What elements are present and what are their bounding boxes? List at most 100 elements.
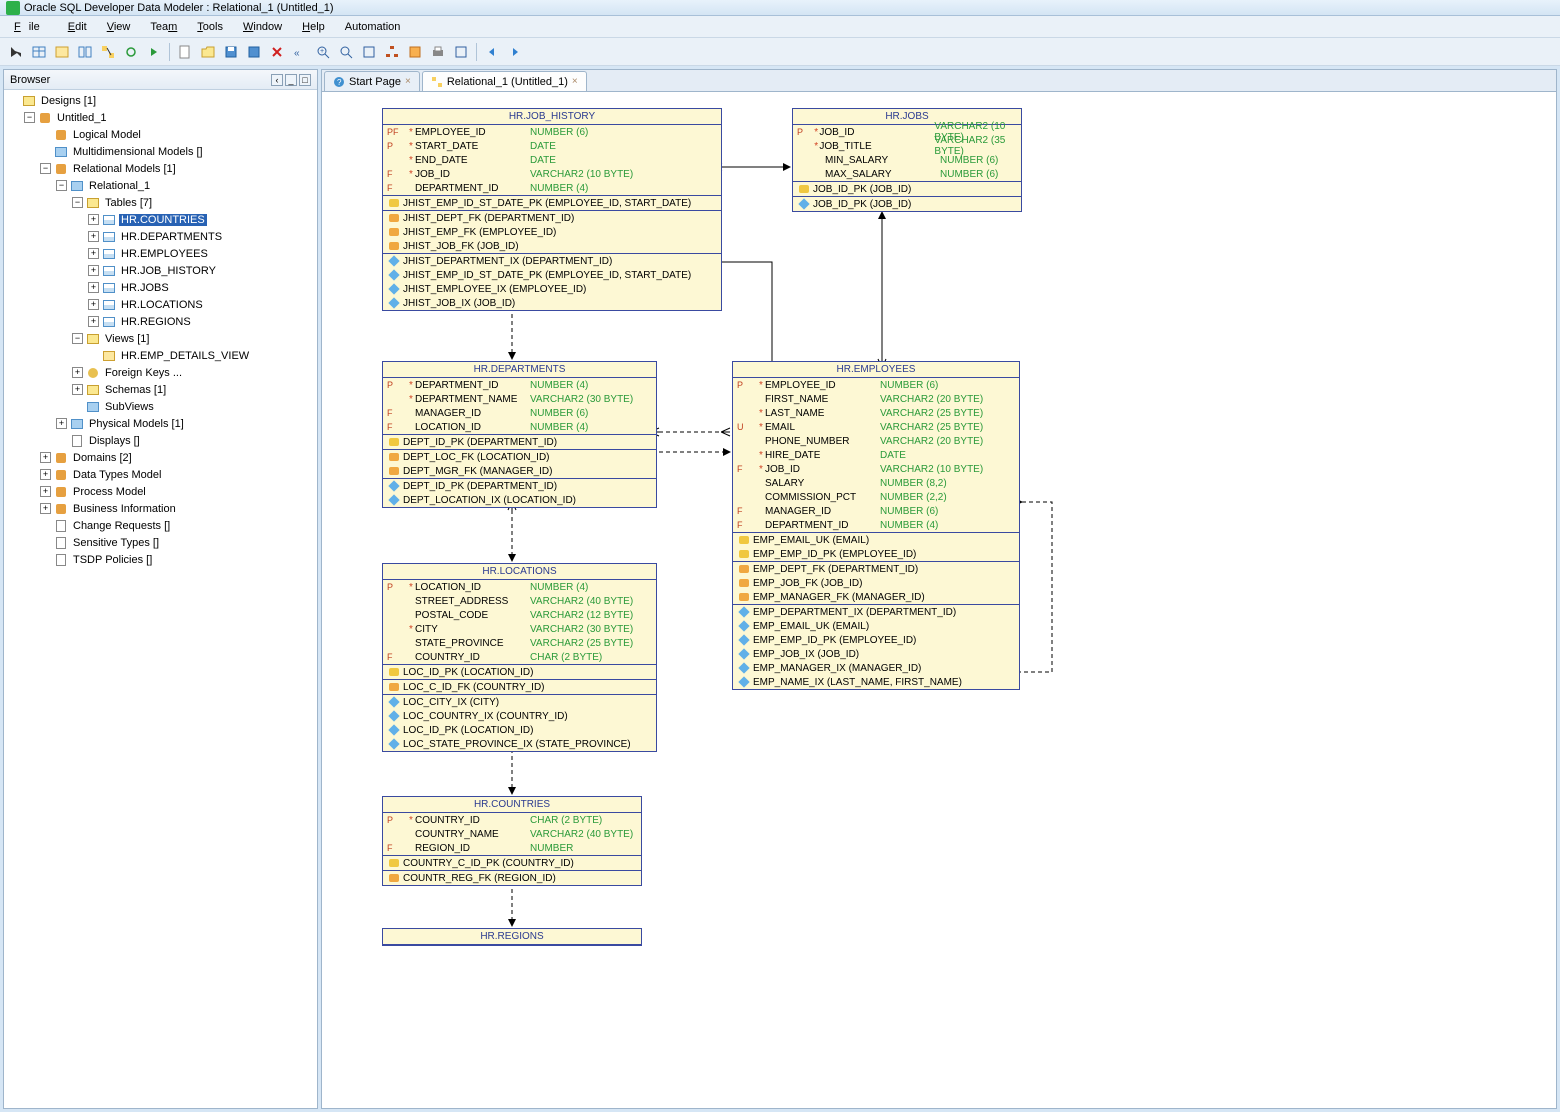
tb-engineer[interactable]	[144, 42, 164, 62]
tb-sync[interactable]	[121, 42, 141, 62]
constraint-row: COUNTR_REG_FK (REGION_ID)	[383, 871, 641, 885]
panel-minimize[interactable]: ‹	[271, 74, 283, 86]
svg-text:+: +	[320, 48, 324, 55]
entity-regions[interactable]: HR.REGIONS	[382, 928, 642, 946]
menu-automation[interactable]: Automation	[337, 19, 409, 35]
tree-tsdp[interactable]: TSDP Policies []	[71, 554, 154, 566]
tree-multidim[interactable]: Multidimensional Models []	[71, 146, 205, 158]
entity-title: HR.JOB_HISTORY	[383, 109, 721, 125]
tree-views[interactable]: Views [1]	[103, 333, 151, 345]
tab-close[interactable]: ×	[405, 76, 411, 87]
constraint-row: EMP_EMP_ID_PK (EMPLOYEE_ID)	[733, 547, 1019, 561]
entity-locations[interactable]: HR.LOCATIONS P* LOCATION_IDNUMBER (4) ST…	[382, 563, 657, 752]
tree-schemas[interactable]: Schemas [1]	[103, 384, 168, 396]
tree-tables[interactable]: Tables [7]	[103, 197, 154, 209]
tree-datatypes[interactable]: Data Types Model	[71, 469, 163, 481]
tree-jobs[interactable]: HR.JOBS	[119, 282, 171, 294]
entity-departments[interactable]: HR.DEPARTMENTS P* DEPARTMENT_IDNUMBER (4…	[382, 361, 657, 508]
tree-change[interactable]: Change Requests []	[71, 520, 172, 532]
entity-countries[interactable]: HR.COUNTRIES P* COUNTRY_IDCHAR (2 BYTE) …	[382, 796, 642, 886]
menu-edit[interactable]: Edit	[60, 19, 95, 35]
column-row: SALARYNUMBER (8,2)	[733, 476, 1019, 490]
constraint-row: LOC_COUNTRY_IX (COUNTRY_ID)	[383, 709, 656, 723]
tab-close[interactable]: ×	[572, 76, 578, 87]
constraint-row: JHIST_EMP_ID_ST_DATE_PK (EMPLOYEE_ID, ST…	[383, 268, 721, 282]
menu-file[interactable]: File	[6, 19, 56, 35]
tb-layout[interactable]	[382, 42, 402, 62]
tb-table[interactable]	[29, 42, 49, 62]
tree-business[interactable]: Business Information	[71, 503, 178, 515]
column-row: F MANAGER_IDNUMBER (6)	[383, 406, 656, 420]
tb-zoomin[interactable]: +	[313, 42, 333, 62]
toolbar: « +	[0, 38, 1560, 66]
tree-countries[interactable]: HR.COUNTRIES	[119, 214, 207, 226]
tb-new[interactable]	[175, 42, 195, 62]
tree-subviews[interactable]: SubViews	[103, 401, 156, 413]
browser-tree[interactable]: Designs [1] −Untitled_1 Logical Model Mu…	[4, 90, 317, 1108]
tree-logical[interactable]: Logical Model	[71, 129, 143, 141]
entity-jobs[interactable]: HR.JOBS P* JOB_IDVARCHAR2 (10 BYTE) * JO…	[792, 108, 1022, 212]
tab-relational[interactable]: Relational_1 (Untitled_1) ×	[422, 71, 587, 91]
constraint-row: JHIST_DEPARTMENT_IX (DEPARTMENT_ID)	[383, 254, 721, 268]
entity-title: HR.REGIONS	[383, 929, 641, 945]
constraint-row: DEPT_LOCATION_IX (LOCATION_ID)	[383, 493, 656, 507]
tb-find[interactable]	[451, 42, 471, 62]
tb-open[interactable]	[198, 42, 218, 62]
tb-zoomall[interactable]: «	[290, 42, 310, 62]
column-row: * HIRE_DATEDATE	[733, 448, 1019, 462]
tree-process[interactable]: Process Model	[71, 486, 148, 498]
tb-view[interactable]	[52, 42, 72, 62]
constraint-row: EMP_NAME_IX (LAST_NAME, FIRST_NAME)	[733, 675, 1019, 689]
tree-regions[interactable]: HR.REGIONS	[119, 316, 193, 328]
constraint-row: LOC_ID_PK (LOCATION_ID)	[383, 723, 656, 737]
panel-minimize2[interactable]: _	[285, 74, 297, 86]
tree-jobhist[interactable]: HR.JOB_HISTORY	[119, 265, 218, 277]
tb-zoomout[interactable]	[336, 42, 356, 62]
tb-fitwin[interactable]	[359, 42, 379, 62]
column-row: MIN_SALARYNUMBER (6)	[793, 153, 1021, 167]
diagram-canvas[interactable]: HR.JOB_HISTORY PF* EMPLOYEE_IDNUMBER (6)…	[322, 92, 1556, 1108]
panel-maximize[interactable]: □	[299, 74, 311, 86]
tree-sensitive[interactable]: Sensitive Types []	[71, 537, 161, 549]
tb-print[interactable]	[428, 42, 448, 62]
tree-departments[interactable]: HR.DEPARTMENTS	[119, 231, 224, 243]
tree-untitled[interactable]: Untitled_1	[55, 112, 109, 124]
tree-locations[interactable]: HR.LOCATIONS	[119, 299, 205, 311]
tree-rel1[interactable]: Relational_1	[87, 180, 152, 192]
tree-domains[interactable]: Domains [2]	[71, 452, 134, 464]
tree-physical[interactable]: Physical Models [1]	[87, 418, 186, 430]
constraint-row: EMP_MANAGER_IX (MANAGER_ID)	[733, 661, 1019, 675]
tb-ddl[interactable]	[405, 42, 425, 62]
model-icon	[431, 76, 443, 88]
constraint-row: JHIST_DEPT_FK (DEPARTMENT_ID)	[383, 211, 721, 225]
menu-view[interactable]: View	[99, 19, 139, 35]
menu-help[interactable]: Help	[294, 19, 333, 35]
tb-back[interactable]	[482, 42, 502, 62]
column-row: STREET_ADDRESSVARCHAR2 (40 BYTE)	[383, 594, 656, 608]
tab-startpage[interactable]: ? Start Page ×	[324, 71, 420, 91]
menu-tools[interactable]: Tools	[189, 19, 231, 35]
tb-forward[interactable]	[505, 42, 525, 62]
tree-relmodels[interactable]: Relational Models [1]	[71, 163, 178, 175]
tb-delete[interactable]	[267, 42, 287, 62]
constraint-row: LOC_STATE_PROVINCE_IX (STATE_PROVINCE)	[383, 737, 656, 751]
tb-arrow[interactable]	[6, 42, 26, 62]
tb-relation[interactable]	[98, 42, 118, 62]
tree-employees[interactable]: HR.EMPLOYEES	[119, 248, 210, 260]
column-row: P* COUNTRY_IDCHAR (2 BYTE)	[383, 813, 641, 827]
tree-displays[interactable]: Displays []	[87, 435, 142, 447]
column-row: * JOB_TITLEVARCHAR2 (35 BYTE)	[793, 139, 1021, 153]
entity-employees[interactable]: HR.EMPLOYEES P* EMPLOYEE_IDNUMBER (6) FI…	[732, 361, 1020, 690]
entity-job_history[interactable]: HR.JOB_HISTORY PF* EMPLOYEE_IDNUMBER (6)…	[382, 108, 722, 311]
constraint-row: EMP_DEPARTMENT_IX (DEPARTMENT_ID)	[733, 605, 1019, 619]
tb-split[interactable]	[75, 42, 95, 62]
tree-designs[interactable]: Designs [1]	[39, 95, 98, 107]
column-row: COUNTRY_NAMEVARCHAR2 (40 BYTE)	[383, 827, 641, 841]
tree-fkeys[interactable]: Foreign Keys ...	[103, 367, 184, 379]
tree-empdet[interactable]: HR.EMP_DETAILS_VIEW	[119, 350, 251, 362]
tb-save[interactable]	[221, 42, 241, 62]
tb-saveas[interactable]	[244, 42, 264, 62]
menu-window[interactable]: Window	[235, 19, 290, 35]
help-icon: ?	[333, 76, 345, 88]
menu-team[interactable]: Team	[142, 19, 185, 35]
